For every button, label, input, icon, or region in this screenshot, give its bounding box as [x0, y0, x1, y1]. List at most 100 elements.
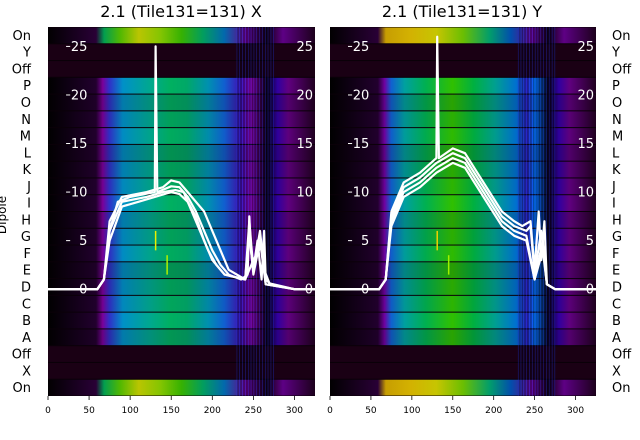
heatmap-row	[48, 61, 315, 77]
dipole-label: D	[21, 280, 31, 295]
heatmap-row	[48, 312, 315, 329]
dipole-label: C	[612, 297, 621, 312]
heatmap-row	[48, 195, 315, 211]
dipole-label: X	[22, 364, 31, 379]
dipole-label: E	[23, 264, 31, 279]
heatmap-row	[330, 27, 596, 44]
y-tick-label: 20	[353, 88, 370, 103]
dipole-label: O	[612, 96, 622, 111]
series-line	[330, 157, 596, 291]
y-tick-label-right: 15	[296, 137, 313, 152]
heatmap-row	[330, 77, 596, 94]
x-tick-label: 100	[122, 406, 139, 416]
x-tick-label: 300	[567, 406, 584, 416]
y-tick-label-right: 5	[586, 234, 594, 249]
dipole-label: I	[612, 197, 616, 212]
dipole-label: I	[27, 197, 31, 212]
dipole-label: F	[612, 247, 619, 262]
dipole-label: Off	[12, 348, 32, 363]
heatmap-row	[48, 379, 315, 396]
dipole-label: Y	[22, 46, 31, 61]
dipole-label: Off	[12, 62, 32, 77]
heatmap-row	[330, 195, 596, 211]
dipole-label: H	[21, 213, 31, 228]
heatmap-row	[48, 94, 315, 111]
dipole-label: L	[612, 146, 620, 161]
heatmap-row	[330, 379, 596, 396]
y-tick-label-right: 10	[577, 186, 594, 201]
heatmap-row	[48, 161, 315, 178]
heatmap-row	[330, 312, 596, 329]
x-tick-label: 50	[365, 406, 377, 416]
dipole-label: On	[612, 381, 630, 396]
heatmap-row	[330, 161, 596, 178]
y-tick-label: 20	[71, 88, 88, 103]
dipole-label: X	[612, 364, 621, 379]
dipole-label: O	[21, 96, 31, 111]
dipole-label: J	[26, 180, 31, 195]
heatmap-row	[330, 128, 596, 144]
heatmap-row	[330, 362, 596, 379]
x-tick-label: 0	[45, 406, 51, 416]
heatmap-row	[330, 346, 596, 362]
dipole-label: Y	[611, 46, 620, 61]
heatmap-row	[330, 44, 596, 61]
heatmap-row	[48, 245, 315, 262]
heatmap-row	[48, 128, 315, 144]
y-tick-label-right: 20	[577, 88, 594, 103]
dipole-label: On	[612, 29, 630, 44]
dipole-label: B	[22, 314, 31, 329]
heatmap-row	[48, 295, 315, 312]
y-tick-label-right: 20	[296, 88, 313, 103]
dipole-label: C	[22, 297, 31, 312]
dipole-label: P	[612, 79, 620, 94]
y-tick-label: 10	[353, 186, 370, 201]
x-tick-label: 0	[327, 406, 333, 416]
x-tick-label: 200	[485, 406, 502, 416]
dipole-label: G	[21, 230, 31, 245]
y-tick-label-right: 25	[577, 40, 594, 55]
heatmap-row	[330, 295, 596, 312]
y-tick-label-right: 5	[305, 234, 313, 249]
y-tick-label-right: 15	[577, 137, 594, 152]
x-tick-label: 250	[526, 406, 543, 416]
heatmap-row	[48, 44, 315, 61]
heatmap-row	[48, 212, 315, 228]
heatmap-row	[48, 279, 315, 295]
y-tick-label: 25	[353, 40, 370, 55]
y-axis-label: Dipole	[0, 196, 9, 234]
heatmap-row	[330, 212, 596, 228]
y-tick-label: 25	[71, 40, 88, 55]
heatmap-row	[48, 329, 315, 346]
heatmap-row	[48, 27, 315, 44]
heatmap-row	[330, 279, 596, 295]
x-tick-label: 150	[444, 406, 461, 416]
dipole-label: N	[21, 113, 31, 128]
y-tick-label: 10	[71, 186, 88, 201]
dipole-label: J	[611, 180, 616, 195]
dipole-label: L	[24, 146, 32, 161]
heatmap-row	[48, 362, 315, 379]
dipole-label: Off	[612, 348, 632, 363]
chart-title: 2.1 (Tile131=131) X	[100, 2, 262, 21]
x-tick-label: 150	[163, 406, 180, 416]
x-tick-label: 200	[204, 406, 221, 416]
heatmap-row	[330, 111, 596, 128]
series-line	[48, 191, 315, 291]
y-tick-label: 5	[361, 234, 369, 249]
heatmap-row	[330, 94, 596, 111]
chart-title: 2.1 (Tile131=131) Y	[382, 2, 543, 21]
y-tick-label: 15	[353, 137, 370, 152]
dipole-label: G	[612, 230, 622, 245]
y-tick-label-right: 10	[296, 186, 313, 201]
heatmap-row	[48, 262, 315, 279]
heatmap-row	[330, 61, 596, 77]
heatmap-row	[330, 262, 596, 279]
x-tick-label: 250	[245, 406, 262, 416]
heatmap-row	[48, 346, 315, 362]
dipole-label: Off	[612, 62, 632, 77]
heatmap-row	[330, 245, 596, 262]
